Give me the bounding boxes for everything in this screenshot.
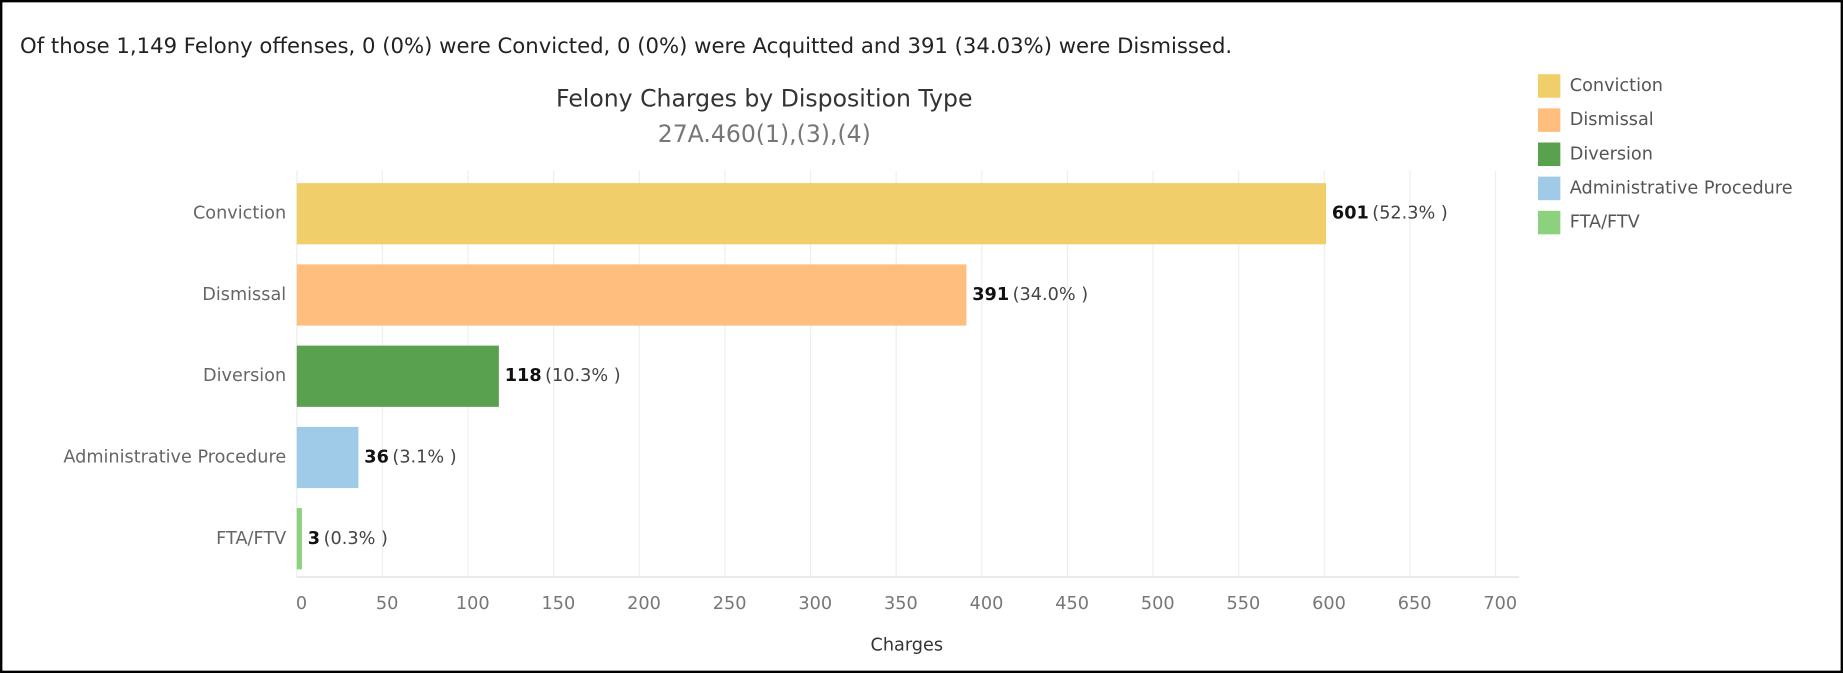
data-percent: (34.0% ) xyxy=(1013,285,1088,305)
bar xyxy=(296,264,967,326)
x-tick-label: 600 xyxy=(1312,594,1346,614)
y-tick-label: Diversion xyxy=(203,366,286,386)
x-tick-label: 250 xyxy=(713,594,747,614)
legend-swatch xyxy=(1537,142,1561,167)
data-label: 601 (52.3% ) xyxy=(1332,204,1448,224)
data-label: 3 (0.3% ) xyxy=(308,529,388,549)
legend-swatch xyxy=(1537,176,1561,201)
x-tick-label: 300 xyxy=(798,594,832,614)
y-tick-label: Administrative Procedure xyxy=(63,447,286,467)
legend-label: FTA/FTV xyxy=(1570,213,1640,233)
x-tick-label: 150 xyxy=(542,594,576,614)
x-tick-label: 0 xyxy=(296,594,307,614)
data-value: 3 xyxy=(308,529,320,549)
x-tick-label: 350 xyxy=(884,594,918,614)
chart-subtitle: 27A.460(1),(3),(4) xyxy=(658,120,871,148)
x-tick-label: 200 xyxy=(627,594,661,614)
x-tick-label: 50 xyxy=(376,594,398,614)
x-tick-label: 500 xyxy=(1141,594,1175,614)
chart-title: Felony Charges by Disposition Type xyxy=(556,85,972,113)
bar xyxy=(296,345,499,407)
x-tick-label: 650 xyxy=(1398,594,1432,614)
y-tick-label: Dismissal xyxy=(202,285,286,305)
x-tick-label: 450 xyxy=(1055,594,1089,614)
data-value: 601 xyxy=(1332,204,1369,224)
header-text: Of those 1,149 Felony offenses, 0 (0%) w… xyxy=(20,33,1232,58)
legend-label: Diversion xyxy=(1570,144,1653,164)
data-percent: (10.3% ) xyxy=(545,366,620,386)
data-percent: (3.1% ) xyxy=(392,447,456,467)
data-label: 36 (3.1% ) xyxy=(364,447,456,467)
y-tick-label: Conviction xyxy=(193,204,286,224)
data-value: 36 xyxy=(364,447,389,467)
data-percent: (0.3% ) xyxy=(324,529,388,549)
data-value: 391 xyxy=(972,285,1009,305)
x-tick-label: 400 xyxy=(970,594,1004,614)
data-value: 118 xyxy=(505,366,542,386)
legend-swatch xyxy=(1537,74,1561,98)
y-tick-label: FTA/FTV xyxy=(216,529,286,549)
legend-swatch xyxy=(1537,210,1561,235)
bar xyxy=(296,508,302,570)
x-tick-label: 550 xyxy=(1227,594,1261,614)
x-axis-title: Charges xyxy=(870,635,943,655)
legend-label: Administrative Procedure xyxy=(1570,178,1793,198)
legend-label: Conviction xyxy=(1570,76,1663,96)
x-tick-label: 700 xyxy=(1483,594,1517,614)
bar xyxy=(296,183,1327,245)
bar xyxy=(296,426,359,489)
legend-swatch xyxy=(1537,108,1561,132)
data-label: 118 (10.3% ) xyxy=(505,366,621,386)
legend-label: Dismissal xyxy=(1570,110,1654,130)
data-percent: (52.3% ) xyxy=(1372,204,1447,224)
x-tick-label: 100 xyxy=(456,594,490,614)
data-label: 391 (34.0% ) xyxy=(972,285,1088,305)
